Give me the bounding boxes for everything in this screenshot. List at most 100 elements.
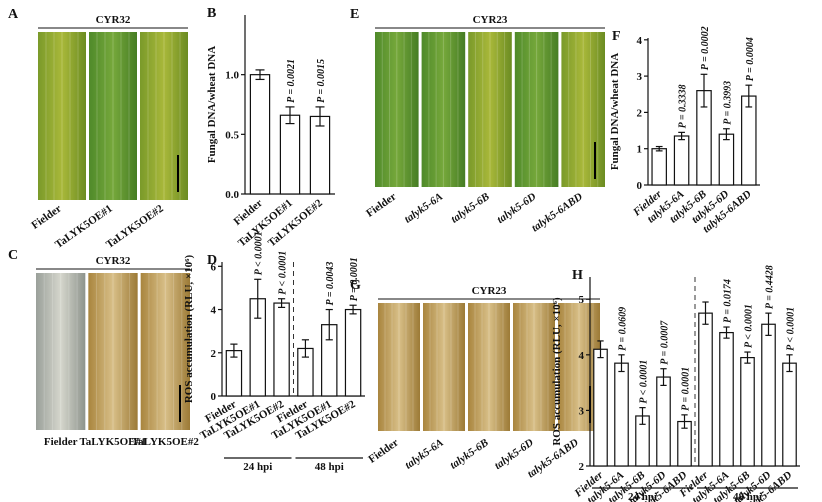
y-axis-label: Fungal DNA/wheat DNA	[609, 53, 621, 170]
leaf-label: talyk5-6A	[402, 191, 445, 226]
bar	[673, 135, 690, 186]
leaf-label: talyk5-6B	[448, 437, 491, 472]
group-label: 24 hpi	[628, 491, 657, 502]
panel-letter: D	[207, 253, 217, 268]
leaf-photo	[468, 32, 512, 187]
p-value: P = 0.0021	[286, 59, 297, 103]
bar	[782, 362, 797, 467]
p-value: P = 0.0002	[700, 26, 711, 70]
leaf-label: Fielder	[366, 437, 400, 466]
y-axis-label: Fungal DNA/wheat DNA	[206, 46, 218, 163]
leaf-label: Fielder	[29, 203, 63, 232]
p-value: P = 0.0004	[745, 37, 756, 81]
leaf-photo	[140, 32, 188, 200]
y-tick-label: 3	[637, 71, 643, 83]
leaf-label: talyk5-6ABD	[529, 191, 584, 235]
leaf-photo	[421, 32, 466, 187]
panel-letter: G	[350, 278, 361, 293]
leaf-label: talyk5-6D	[495, 191, 538, 226]
strain-label: CYR23	[473, 14, 508, 26]
leaf-label: TaLYK5OE#1	[79, 436, 146, 448]
bar	[593, 348, 608, 467]
leaf-label: Fielder	[44, 436, 78, 448]
leaf-photo	[375, 32, 419, 187]
bar	[614, 362, 629, 467]
bar	[651, 148, 667, 186]
panel-letter: B	[207, 6, 216, 21]
leaf-photo	[140, 273, 190, 430]
p-value: P = 0.0007	[660, 320, 671, 365]
y-tick-label: 2	[579, 461, 585, 473]
leaf-photo	[89, 32, 137, 200]
y-tick-label: 5	[579, 294, 585, 306]
y-tick-label: 4	[211, 305, 217, 317]
leaf-photo	[36, 273, 86, 430]
p-value: P = 0.0174	[723, 279, 734, 323]
bar	[741, 95, 757, 186]
strain-label: CYR23	[472, 285, 507, 297]
leaf-photo	[513, 303, 555, 431]
p-value: P = 0.3338	[678, 84, 689, 128]
leaf-photo	[558, 303, 600, 431]
leaf-label: talyk5-6A	[403, 437, 446, 472]
p-value: P < 0.0001	[639, 360, 650, 404]
p-value: P < 0.0001	[254, 231, 265, 275]
panel-letter: C	[8, 248, 18, 263]
leaf-photo	[378, 303, 420, 431]
group-label: 48 hpi	[315, 461, 344, 473]
leaf-photo	[514, 32, 559, 187]
y-tick-label: 0	[637, 180, 643, 192]
y-tick-label: 3	[579, 405, 585, 417]
p-value: P = 0.3993	[722, 81, 733, 125]
p-value: P = 0.0015	[316, 59, 327, 103]
group-label: 24 hpi	[243, 461, 272, 473]
strain-label: CYR32	[96, 255, 131, 267]
p-value: P < 0.0001	[744, 304, 755, 348]
bar	[309, 115, 331, 195]
leaf-label: TaLYK5OE#2	[104, 202, 166, 251]
y-tick-label: 1	[637, 144, 643, 156]
leaf-photo	[88, 273, 138, 430]
group-label: 48 hpi	[733, 491, 762, 502]
strain-label: CYR32	[96, 14, 131, 26]
panel-letter: E	[350, 7, 359, 22]
y-tick-label: 0.5	[225, 129, 239, 141]
panel-letter: A	[8, 7, 19, 22]
y-tick-label: 2	[637, 107, 643, 119]
leaf-label: Fielder	[364, 191, 398, 220]
p-value: P = 0.0001	[681, 367, 692, 411]
bar	[344, 308, 362, 397]
y-tick-label: 4	[579, 350, 585, 362]
y-tick-label: 0.0	[225, 189, 239, 201]
y-tick-label: 2	[211, 348, 217, 360]
y-tick-label: 1.0	[225, 70, 239, 82]
leaf-photo	[423, 303, 465, 431]
panel-letter: H	[572, 268, 583, 283]
leaf-photo	[468, 303, 510, 431]
panel-letter: F	[612, 29, 621, 44]
p-value: P = 0.4428	[765, 265, 776, 309]
p-value: P < 0.0001	[278, 251, 289, 295]
leaf-label: talyk5-6B	[449, 191, 492, 226]
leaf-photo	[561, 32, 605, 187]
bar	[273, 302, 290, 397]
bar	[656, 376, 671, 467]
y-tick-label: 6	[211, 261, 217, 273]
y-tick-label: 0	[211, 391, 217, 403]
p-value: P < 0.0001	[786, 307, 797, 351]
bar	[279, 114, 301, 195]
p-value: P = 0.0001	[349, 257, 360, 301]
p-value: P = 0.0609	[618, 307, 629, 351]
y-tick-label: 4	[637, 35, 643, 47]
p-value: P = 0.0043	[325, 262, 336, 306]
bar	[249, 74, 271, 195]
bar	[718, 133, 735, 186]
bar	[698, 312, 713, 467]
leaf-photo	[38, 32, 86, 200]
bar	[719, 331, 734, 467]
y-axis-label: ROS accumulation (RLU, ×10⁶)	[551, 297, 563, 446]
bar	[761, 323, 776, 467]
y-axis-label: ROS accumulation (RLU, ×10⁶)	[183, 255, 195, 404]
bar	[740, 357, 755, 467]
